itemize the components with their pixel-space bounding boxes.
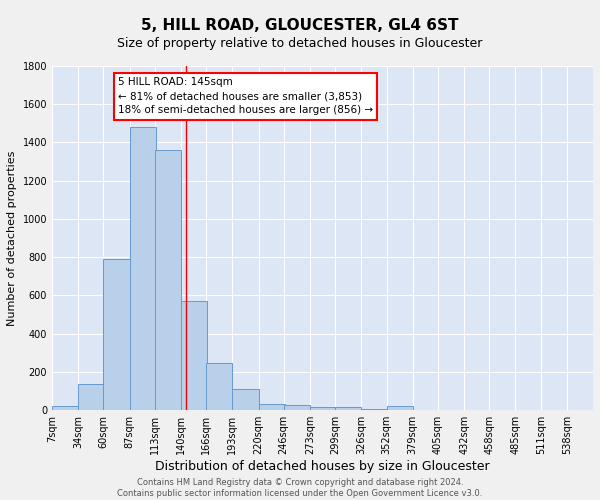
Y-axis label: Number of detached properties: Number of detached properties bbox=[7, 150, 17, 326]
Bar bbox=[52, 406, 78, 410]
Bar bbox=[130, 127, 156, 410]
Text: 5, HILL ROAD, GLOUCESTER, GL4 6ST: 5, HILL ROAD, GLOUCESTER, GL4 6ST bbox=[141, 18, 459, 32]
Bar bbox=[386, 406, 413, 410]
Bar bbox=[206, 363, 232, 410]
Text: Size of property relative to detached houses in Gloucester: Size of property relative to detached ho… bbox=[118, 38, 482, 51]
Bar bbox=[103, 259, 130, 410]
Bar bbox=[310, 408, 336, 410]
Bar bbox=[78, 384, 104, 410]
Bar bbox=[232, 388, 259, 410]
Bar bbox=[335, 408, 361, 410]
X-axis label: Distribution of detached houses by size in Gloucester: Distribution of detached houses by size … bbox=[155, 460, 490, 473]
Text: 5 HILL ROAD: 145sqm
← 81% of detached houses are smaller (3,853)
18% of semi-det: 5 HILL ROAD: 145sqm ← 81% of detached ho… bbox=[118, 78, 373, 116]
Bar bbox=[259, 404, 285, 410]
Bar bbox=[181, 301, 207, 410]
Bar bbox=[284, 406, 310, 410]
Text: Contains HM Land Registry data © Crown copyright and database right 2024.
Contai: Contains HM Land Registry data © Crown c… bbox=[118, 478, 482, 498]
Bar bbox=[155, 150, 181, 410]
